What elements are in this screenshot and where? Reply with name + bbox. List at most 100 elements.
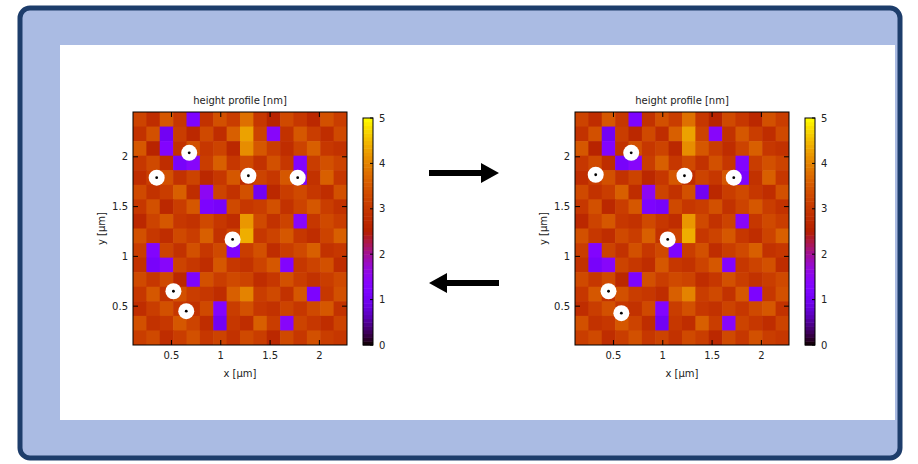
marker-center xyxy=(683,174,686,177)
colorbar-tick-label: 1 xyxy=(821,294,827,305)
heat-cell xyxy=(307,141,321,156)
heat-cell xyxy=(642,170,656,185)
heat-cell xyxy=(615,199,629,214)
heat-cell xyxy=(762,127,776,142)
figure: 0.511.520.511.52height profile [nm]x [µm… xyxy=(0,0,918,464)
colorbar-step xyxy=(805,118,815,122)
heat-cell xyxy=(575,170,589,185)
heat-cell xyxy=(629,185,643,200)
heat-cell xyxy=(320,243,334,258)
heat-cell xyxy=(320,229,334,244)
colorbar-step xyxy=(363,175,373,179)
colorbar-step xyxy=(805,319,815,323)
heat-cell xyxy=(334,258,347,273)
heat-cell xyxy=(213,112,227,127)
heat-cell xyxy=(736,243,750,258)
heat-cell xyxy=(762,272,776,287)
heat-cell xyxy=(736,199,750,214)
arrow xyxy=(429,273,499,293)
x-tick-label: 1 xyxy=(660,350,666,361)
heat-cell xyxy=(146,185,160,200)
heat-cell xyxy=(602,214,616,229)
panel-title: height profile [nm] xyxy=(635,95,729,106)
heat-cell xyxy=(655,170,669,185)
heat-cell xyxy=(682,185,696,200)
plot-area xyxy=(575,112,789,345)
colorbar-step xyxy=(363,171,373,175)
heat-cell xyxy=(655,112,669,127)
heat-cell xyxy=(682,272,696,287)
heat-cell xyxy=(602,243,616,258)
heat-cell xyxy=(227,330,241,345)
heat-cell xyxy=(307,185,321,200)
y-tick xyxy=(784,206,789,207)
colorbar-step xyxy=(363,220,373,224)
x-tick xyxy=(171,112,172,117)
heat-cell xyxy=(227,214,241,229)
heat-cell xyxy=(669,185,683,200)
heat-cell xyxy=(253,156,267,171)
heat-cell xyxy=(615,243,629,258)
heat-cell xyxy=(602,141,616,156)
y-tick-label: 1.5 xyxy=(554,201,570,212)
x-tick-label: 0.5 xyxy=(606,350,622,361)
heat-cell xyxy=(749,185,763,200)
heat-cell xyxy=(642,112,656,127)
colorbar-tick xyxy=(370,208,373,209)
colorbar-step xyxy=(363,239,373,243)
heat-cell xyxy=(213,156,227,171)
heat-cell xyxy=(736,287,750,302)
heat-cell xyxy=(146,229,160,244)
colorbar-tick xyxy=(370,118,373,119)
heat-cell xyxy=(722,156,736,171)
marker-circle xyxy=(149,170,165,186)
heat-cell xyxy=(588,229,602,244)
colorbar-step xyxy=(805,239,815,243)
heat-cell xyxy=(187,287,201,302)
heat-cell xyxy=(749,272,763,287)
heat-cell xyxy=(655,316,669,331)
colorbar-step xyxy=(805,243,815,247)
heat-cell xyxy=(173,127,187,142)
heat-cell xyxy=(575,330,589,345)
heat-cell xyxy=(320,301,334,316)
heat-cell xyxy=(200,156,214,171)
heat-cell xyxy=(160,185,174,200)
heat-cell xyxy=(655,185,669,200)
heat-cell xyxy=(669,301,683,316)
heat-cell xyxy=(133,127,147,142)
heat-cell xyxy=(682,287,696,302)
heat-cell xyxy=(615,229,629,244)
heat-cell xyxy=(200,112,214,127)
colorbar-step xyxy=(363,258,373,262)
heat-cell xyxy=(227,170,241,185)
heat-cell xyxy=(669,141,683,156)
heat-cell xyxy=(334,243,347,258)
heat-cell xyxy=(200,141,214,156)
heat-cell xyxy=(146,330,160,345)
colorbar-step xyxy=(805,262,815,266)
heat-cell xyxy=(588,330,602,345)
heat-cell xyxy=(267,170,281,185)
heat-cell xyxy=(253,141,267,156)
colorbar-step xyxy=(363,277,373,281)
heat-cell xyxy=(307,112,321,127)
heat-cell xyxy=(736,141,750,156)
heat-cell xyxy=(655,156,669,171)
heat-cell xyxy=(240,214,254,229)
marker-circle xyxy=(660,231,676,247)
y-tick xyxy=(133,206,138,207)
heat-cell xyxy=(240,229,254,244)
heat-cell xyxy=(709,127,723,142)
colorbar-step xyxy=(805,311,815,315)
heat-cell xyxy=(776,316,789,331)
x-axis-title: x [µm] xyxy=(665,368,698,379)
heat-cell xyxy=(736,156,750,171)
heat-cell xyxy=(776,243,789,258)
heat-cell xyxy=(200,185,214,200)
heat-cell xyxy=(146,287,160,302)
colorbar-step xyxy=(805,186,815,190)
heat-cell xyxy=(642,214,656,229)
heat-cell xyxy=(736,214,750,229)
colorbar-step xyxy=(805,266,815,270)
